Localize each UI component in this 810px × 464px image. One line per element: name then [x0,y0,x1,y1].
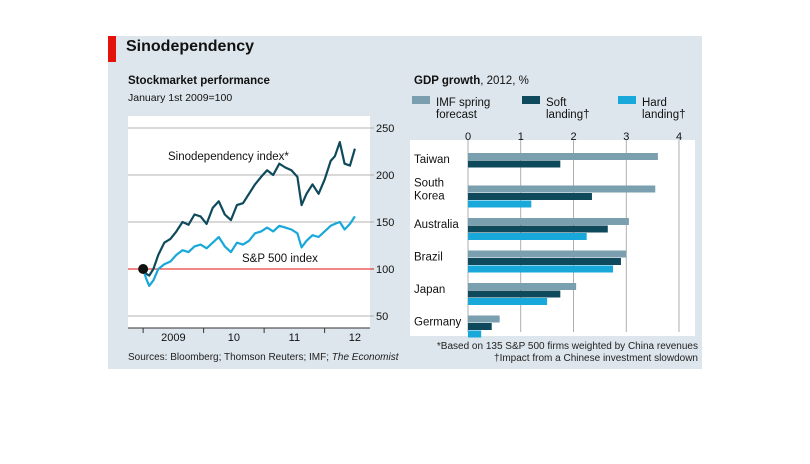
x-tick-label: 11 [289,332,300,342]
bar [468,290,561,298]
page-title: Sinodependency [126,38,255,55]
bar [468,250,627,258]
category-label: Germany [414,317,462,329]
bar [468,265,614,273]
category-label: Korea [414,191,445,203]
bar-chart-title-suffix: , 2012, % [480,75,529,87]
x-tick-label: 2009 [161,332,185,342]
sinodependency-label: Sinodependency index* [168,151,289,163]
y-tick-label: 250 [376,123,394,135]
legend-swatch [522,96,540,104]
accent-bar [108,36,116,62]
bar [468,283,577,290]
x-tick-label: 10 [228,332,240,342]
bar [468,258,621,265]
legend-label: forecast [436,109,478,121]
sources-text: Sources: Bloomberg; Thomson Reuters; IMF… [128,352,332,363]
legend-swatch [412,96,430,104]
bar [468,193,592,200]
bar [468,330,482,338]
sources: Sources: Bloomberg; Thomson Reuters; IMF… [128,352,399,363]
bar [468,233,587,240]
line-chart-subtitle: January 1st 2009=100 [128,92,233,104]
bar [468,160,561,168]
bar [468,218,629,225]
legend-swatch [618,96,636,104]
category-label: South [414,178,444,190]
y-tick-label: 150 [376,217,394,229]
y-tick-label: 100 [376,264,394,276]
category-label: Brazil [414,252,443,264]
x-tick-label: 1 [518,131,524,143]
x-tick-label: 2 [570,131,576,143]
bar [468,153,658,160]
bar-chart: IMF springforecastSoftlanding†Hardlandin… [410,96,695,338]
x-tick-label: 3 [623,131,629,143]
sp500-label: S&P 500 index [242,253,318,265]
bar-chart-title: GDP growth [414,75,481,87]
bar [468,225,608,233]
legend-label: IMF spring [436,97,490,109]
legend-label: Soft [546,97,567,109]
bar [468,200,532,208]
sinodependency-line [142,141,356,277]
sp500-line [142,215,356,287]
footnote-1: *Based on 135 S&P 500 firms weighted by … [436,341,698,352]
category-label: Australia [414,219,459,231]
x-tick-label: 4 [676,131,682,143]
bar [468,315,500,323]
line-chart-title: Stockmarket performance [128,75,270,87]
base-point-marker [138,264,149,274]
bar [468,185,656,193]
legend-label: landing† [546,109,589,121]
x-tick-label: 12 [349,332,361,342]
bar-chart-title-wrap: GDP growth, 2012, % [414,75,529,87]
y-tick-label: 200 [376,170,394,182]
y-tick-label: 50 [376,311,388,323]
legend-label: landing† [642,109,685,121]
sources-publication: The Economist [331,352,399,363]
legend-label: Hard [642,97,667,109]
footnote-2: †Impact from a Chinese investment slowdo… [494,353,698,364]
line-chart: 50 100 150 200 250 2009 10 11 12 Sinodependency i… [128,116,394,342]
x-tick-label: 0 [465,131,471,143]
bar [468,298,548,305]
category-label: Taiwan [414,154,450,166]
bar [468,323,492,330]
category-label: Japan [414,284,445,296]
